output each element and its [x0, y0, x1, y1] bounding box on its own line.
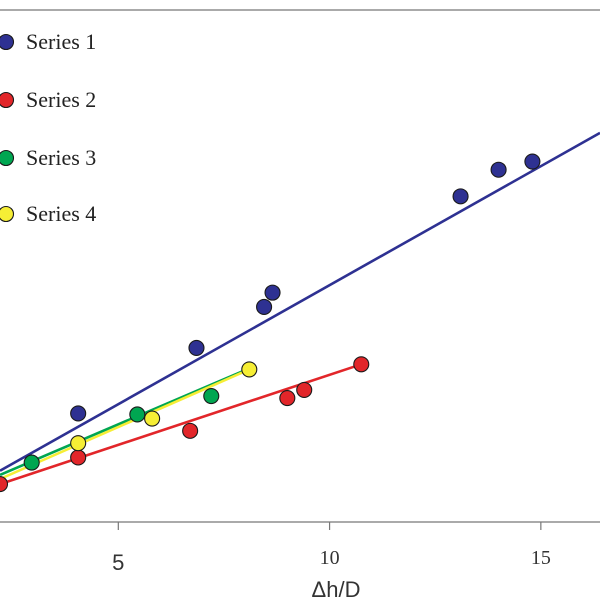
- series-3-point-2: [129, 406, 146, 423]
- legend-label-series-4: Series 4: [26, 201, 96, 226]
- x-axis-label: Δh/D: [312, 577, 361, 600]
- legend-marker-series-4: [0, 205, 15, 223]
- series-2-fit-line: [0, 363, 362, 486]
- legend-label-series-2: Series 2: [26, 87, 96, 112]
- series-2-point-2: [70, 449, 87, 466]
- x-tick-label-15: 15: [531, 547, 551, 569]
- series-1-point-5: [452, 188, 469, 205]
- series-3-point-1: [23, 454, 40, 471]
- legend-marker-series-3: [0, 149, 15, 167]
- series-1-point-2: [188, 339, 205, 356]
- series-3-point-3: [203, 387, 220, 405]
- series-1-fit-line: [0, 131, 600, 472]
- legend-label-series-1: Series 1: [26, 29, 96, 54]
- series-1-point-7: [524, 153, 541, 170]
- series-1-point-6: [490, 161, 507, 178]
- x-tick-label-10: 10: [320, 547, 340, 569]
- data-points: [0, 153, 541, 493]
- series-3-fit-line: [0, 367, 250, 477]
- x-tick-label-5: 5: [112, 550, 124, 575]
- series-1-point-1: [70, 405, 87, 422]
- legend-marker-series-1: [0, 33, 15, 51]
- series-2-point-6: [353, 356, 370, 373]
- legend-label-series-3: Series 3: [26, 145, 96, 170]
- series-4-point-2: [144, 410, 161, 427]
- series-2-point-4: [279, 390, 296, 407]
- legend-marker-series-2: [0, 91, 15, 109]
- series-1-point-3: [256, 298, 273, 316]
- legend: Series 1 Series 2 Series 3 Series 4: [0, 29, 96, 226]
- x-ticks: 5 10 15: [112, 522, 551, 575]
- series-4-point-1: [70, 435, 87, 452]
- series-4-point-3: [241, 361, 258, 378]
- series-2-point-3: [182, 422, 199, 439]
- fit-lines: [0, 131, 600, 486]
- series-2-point-5: [296, 381, 313, 398]
- series-2-point-1: [0, 476, 9, 493]
- series-4-fit-line: [0, 368, 250, 481]
- series-1-point-4: [264, 284, 281, 301]
